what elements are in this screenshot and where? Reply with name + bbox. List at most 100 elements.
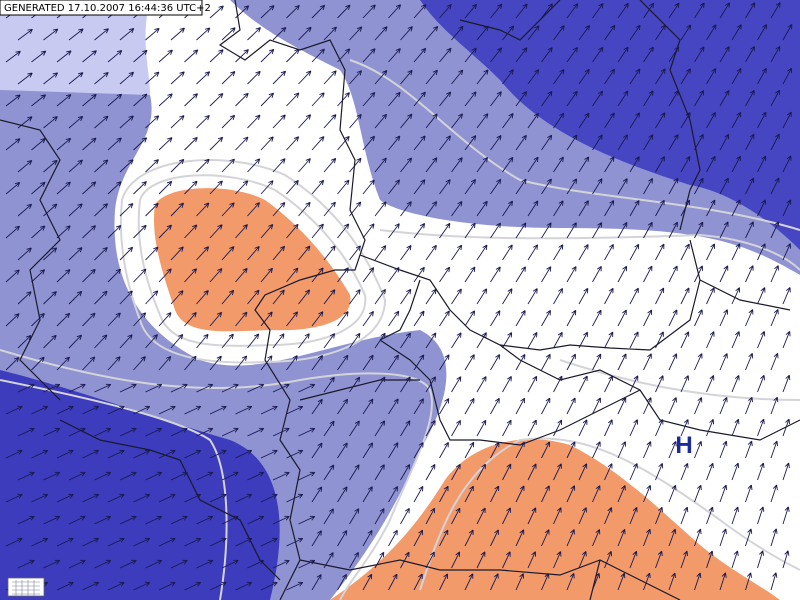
wind-arrow — [553, 68, 565, 85]
wind-arrow — [464, 398, 475, 415]
wind-arrow — [578, 244, 589, 261]
wind-arrow — [476, 463, 486, 481]
wind-arrow — [566, 266, 577, 283]
wind-arrow — [757, 67, 767, 85]
wind-arrow — [323, 201, 336, 217]
wind-arrow — [400, 376, 411, 393]
wind-arrow — [719, 90, 730, 107]
wind-arrow — [413, 398, 424, 415]
wind-arrow — [247, 515, 265, 525]
legend-icon — [7, 577, 45, 597]
wind-arrow — [298, 201, 311, 217]
wind-arrow — [502, 332, 513, 349]
wind-arrow — [476, 200, 488, 217]
wind-arrow — [196, 333, 209, 349]
wind-arrow — [221, 202, 235, 217]
wind-arrow — [439, 222, 451, 239]
wind-arrow — [221, 383, 239, 393]
wind-arrow — [617, 46, 629, 63]
wind-arrow — [362, 486, 373, 503]
wind-arrow — [170, 27, 185, 41]
wind-arrow — [107, 493, 125, 503]
wind-arrow — [349, 552, 359, 569]
wind-arrow — [553, 507, 562, 525]
wind-arrow — [425, 507, 436, 525]
wind-arrow — [82, 93, 97, 107]
wind-arrow — [170, 158, 185, 173]
wind-arrow — [643, 485, 652, 503]
wind-arrow — [311, 48, 325, 63]
wind-arrow — [17, 203, 33, 217]
wind-arrow — [374, 332, 386, 349]
wind-arrow — [757, 155, 767, 173]
wind-arrow — [158, 93, 173, 107]
wind-arrow — [668, 441, 677, 459]
wind-arrow — [298, 333, 310, 349]
wind-arrow — [82, 268, 96, 283]
wind-arrow — [541, 529, 550, 547]
wind-arrow — [235, 311, 248, 327]
wind-arrow — [221, 289, 235, 305]
wind-arrow — [553, 551, 562, 569]
wind-arrow — [235, 537, 253, 547]
wind-arrow — [82, 181, 97, 195]
wind-arrow — [247, 289, 260, 305]
wind-arrow — [272, 383, 290, 393]
wind-arrow — [158, 49, 173, 63]
wind-arrow — [719, 528, 727, 547]
wind-arrow — [68, 559, 86, 569]
wind-arrow — [247, 559, 265, 569]
wind-arrow — [323, 70, 337, 85]
wind-arrow — [133, 537, 151, 547]
wind-arrow — [31, 181, 46, 195]
wind-arrow — [745, 177, 755, 195]
wind-arrow — [451, 551, 461, 569]
wind-arrow — [5, 181, 21, 195]
wind-arrow — [184, 136, 198, 151]
wind-arrow — [425, 157, 438, 173]
wind-arrow — [425, 332, 437, 349]
wind-arrow — [94, 246, 108, 261]
wind-arrow — [745, 133, 755, 151]
wind-arrow — [260, 537, 278, 547]
wind-arrow — [94, 427, 112, 437]
wind-arrow — [464, 178, 476, 195]
wind-arrow — [17, 559, 35, 569]
wind-arrow — [655, 24, 666, 41]
wind-arrow — [68, 427, 86, 437]
wind-arrow — [119, 28, 135, 41]
wind-arrow — [170, 71, 185, 85]
wind-arrow — [286, 537, 304, 547]
wind-arrow — [502, 551, 511, 569]
wind-arrow — [527, 463, 537, 481]
wind-arrow — [643, 528, 651, 547]
wind-arrow — [272, 559, 290, 569]
wind-arrow — [413, 442, 424, 459]
wind-arrow — [374, 288, 386, 305]
wind-arrow — [184, 268, 198, 283]
wind-arrow — [617, 572, 626, 591]
wind-arrow — [349, 332, 361, 349]
wind-arrow — [731, 462, 740, 481]
wind-arrow — [745, 396, 753, 415]
wind-arrow — [502, 507, 511, 525]
wind-arrow — [5, 493, 23, 503]
wind-arrow — [133, 181, 147, 195]
wind-arrow — [337, 573, 347, 591]
wind-arrow — [298, 383, 316, 393]
wind-arrow — [655, 112, 666, 129]
wind-arrow — [451, 463, 461, 481]
wind-arrow — [527, 375, 538, 393]
wind-arrow — [566, 222, 577, 239]
wind-arrow — [566, 134, 578, 151]
wind-arrow — [107, 268, 122, 283]
wind-arrow — [68, 72, 84, 85]
wind-arrow — [706, 68, 717, 85]
wind-arrow — [617, 134, 628, 151]
wind-arrow — [439, 3, 452, 19]
wind-arrow — [680, 68, 691, 85]
wind-arrow — [668, 309, 678, 327]
wind-arrow — [706, 111, 716, 129]
wind-arrow — [170, 246, 184, 261]
wind-arrow — [757, 374, 765, 393]
